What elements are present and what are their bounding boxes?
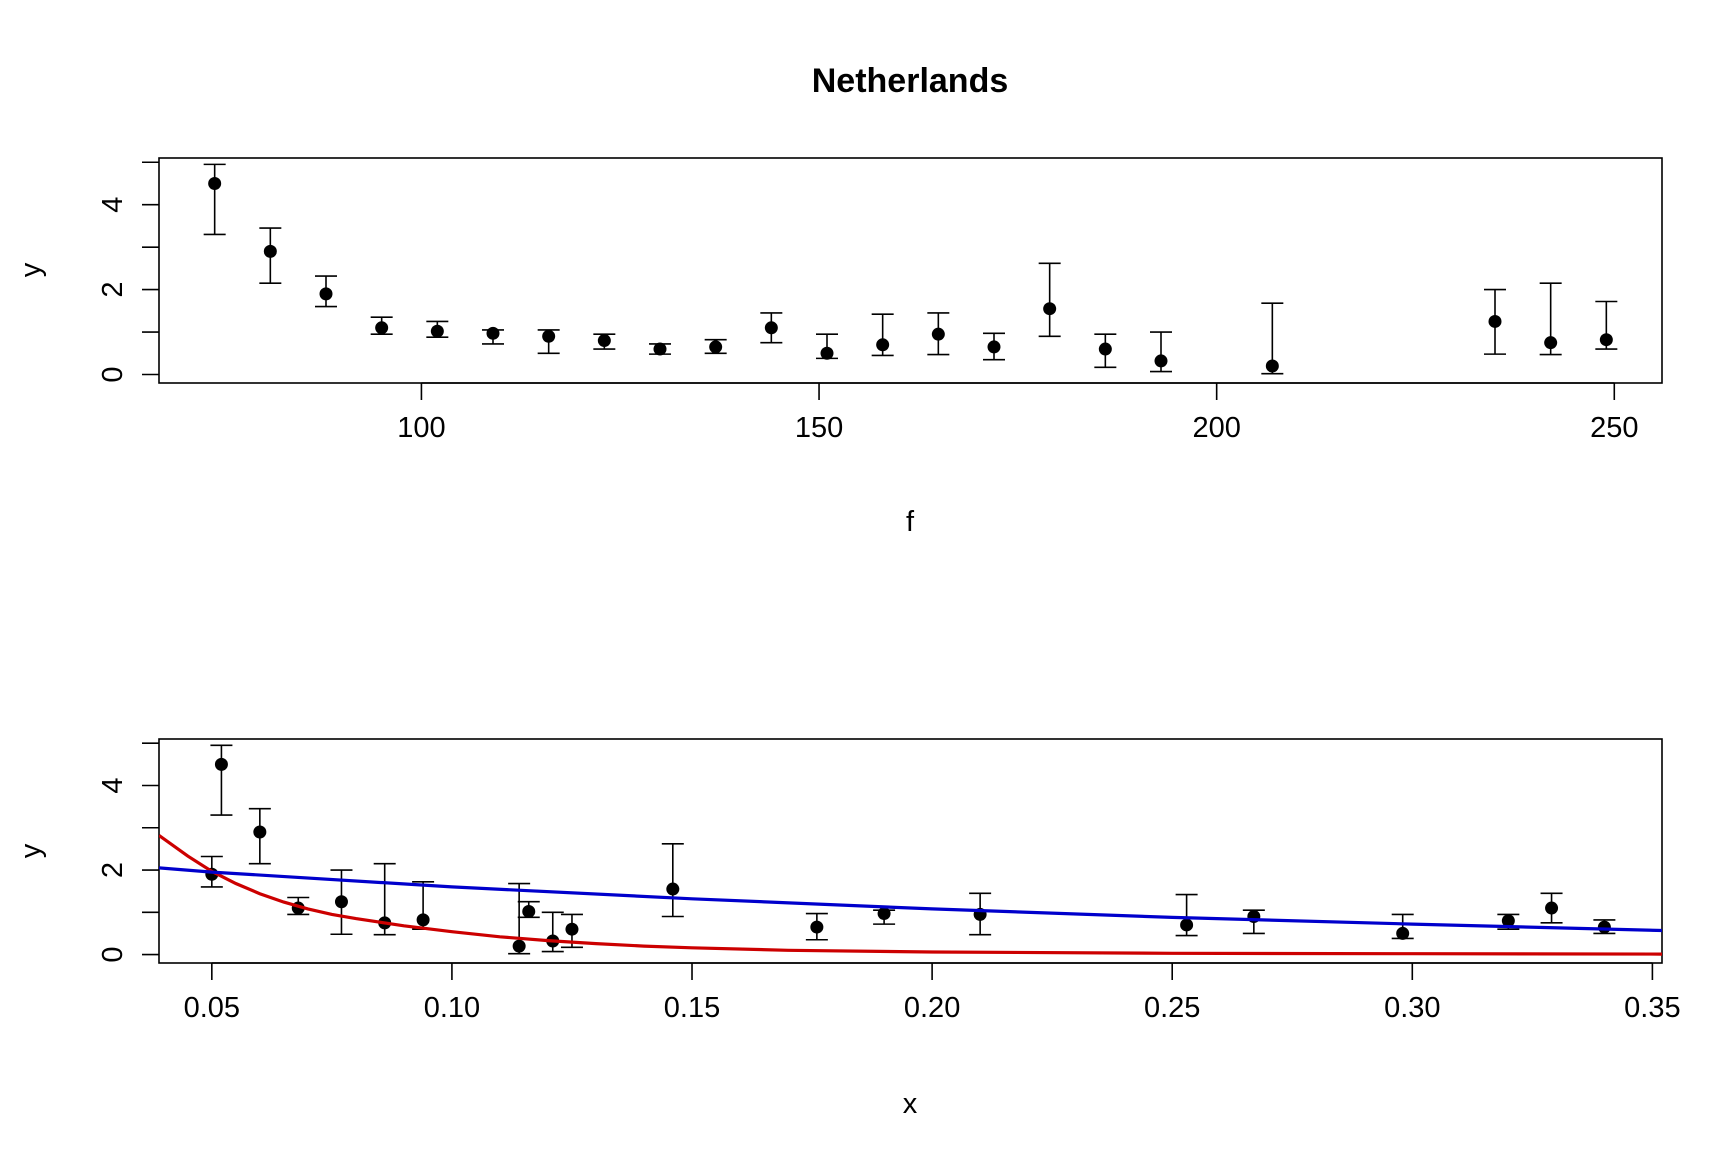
top-data-point	[208, 176, 222, 190]
bottom-data-point	[522, 904, 536, 918]
top-x-tick-label: 250	[1590, 412, 1638, 444]
bottom-data-point	[666, 882, 680, 896]
top-data-point	[1154, 354, 1168, 368]
bottom-y-tick-label: 0	[97, 946, 129, 962]
bottom-data-point	[214, 757, 228, 771]
top-x-tick-label: 200	[1192, 412, 1240, 444]
top-data-point	[653, 342, 667, 356]
bottom-panel: 0.05 0.10 0.15 0.20 0.25 0.30 0.35 0 2 4 x y	[15, 738, 1681, 1120]
top-axes: 100 150 200 250 0 2 4	[97, 161, 1638, 444]
bottom-data-point	[512, 939, 526, 953]
bottom-x-tick-label: 0.15	[664, 992, 720, 1024]
bottom-data-point	[810, 920, 824, 934]
bottom-fit-line-blue	[159, 866, 1662, 933]
top-data-point	[1043, 302, 1057, 316]
bottom-y-tick-label: 2	[97, 862, 129, 878]
bottom-data-point	[253, 825, 267, 839]
top-data-point	[486, 326, 500, 340]
bottom-data-point	[334, 895, 348, 909]
top-data-point	[263, 244, 277, 258]
bottom-data-point	[565, 922, 579, 936]
top-data-point	[542, 329, 556, 343]
bottom-axes: 0.05 0.10 0.15 0.20 0.25 0.30 0.35 0 2 4	[97, 742, 1681, 1024]
top-data-point	[764, 321, 778, 335]
top-data-point	[987, 340, 1001, 354]
bottom-data-point	[877, 907, 891, 921]
top-y-tick-label: 2	[97, 282, 129, 298]
bottom-x-tick-label: 0.10	[424, 992, 480, 1024]
top-y-tick-label: 4	[97, 197, 129, 213]
bottom-x-axis-label: x	[903, 1088, 918, 1120]
bottom-data-point	[1396, 926, 1410, 940]
top-data-point	[1265, 359, 1279, 373]
top-x-tick-label: 100	[397, 412, 445, 444]
bottom-data-point	[1545, 901, 1559, 915]
top-y-tick-label: 0	[97, 366, 129, 382]
top-y-axis-label: y	[15, 262, 47, 277]
top-x-axis-label: f	[906, 506, 915, 538]
bottom-x-tick-label: 0.20	[904, 992, 960, 1024]
bottom-x-tick-label: 0.25	[1144, 992, 1200, 1024]
bottom-data-point	[1501, 914, 1515, 928]
top-data-point	[319, 287, 333, 301]
top-data-point	[597, 334, 611, 348]
top-data-point	[430, 324, 444, 338]
top-data-point	[1544, 336, 1558, 350]
top-data-point	[1488, 314, 1502, 328]
top-x-tick-label: 150	[795, 412, 843, 444]
top-data-point	[876, 338, 890, 352]
bottom-fit-line-red	[159, 834, 1662, 956]
bottom-y-tick-label: 4	[97, 777, 129, 793]
top-data-point	[375, 321, 389, 335]
bottom-data-point	[1180, 918, 1194, 932]
top-plot-frame	[158, 157, 1663, 384]
chart-title: Netherlands	[812, 62, 1009, 100]
bottom-x-tick-label: 0.05	[184, 992, 240, 1024]
top-panel: 100 150 200 250 0 2 4 f y	[15, 157, 1663, 538]
bottom-data-point	[416, 913, 430, 927]
bottom-data-point	[1597, 920, 1611, 934]
bottom-y-axis-label: y	[15, 843, 47, 858]
top-data-point	[1599, 333, 1613, 347]
top-marks	[203, 163, 1618, 375]
bottom-x-tick-label: 0.35	[1624, 992, 1680, 1024]
top-data-point	[709, 340, 723, 354]
top-data-point	[820, 346, 834, 360]
bottom-x-tick-label: 0.30	[1384, 992, 1440, 1024]
top-data-point	[1098, 342, 1112, 356]
bottom-marks	[159, 744, 1662, 956]
top-data-point	[931, 327, 945, 341]
